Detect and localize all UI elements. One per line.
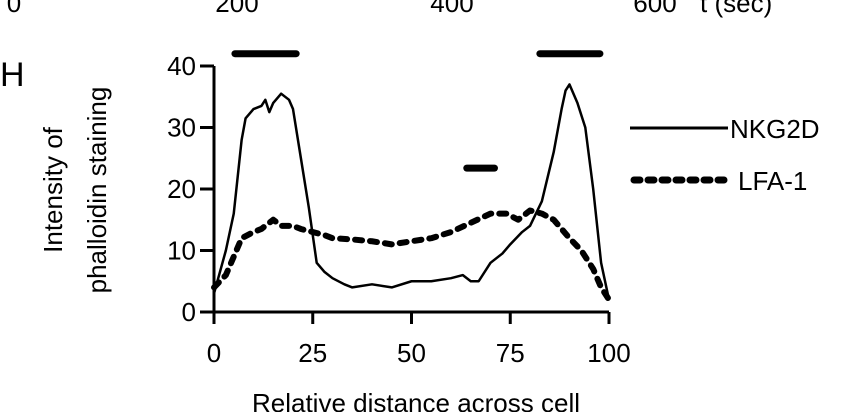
y-tick-label: 0	[182, 297, 196, 327]
top-tick-600: 600	[633, 0, 676, 18]
y-tick-label: 40	[167, 51, 196, 81]
x-tick-label: 100	[587, 338, 630, 368]
top-tick-0: 0	[7, 0, 21, 18]
plot-marks	[211, 50, 612, 303]
y-label-line-1: Intensity of	[38, 126, 68, 253]
legend: NKG2D LFA-1	[630, 114, 820, 196]
axes: 0 10 20 30 40 0 25 50 75 100	[167, 51, 631, 368]
y-tick-label: 20	[167, 174, 196, 204]
top-axis-label: t (sec)	[700, 0, 772, 18]
x-tick-label: 75	[496, 338, 525, 368]
legend-label-lfa1: LFA-1	[738, 166, 807, 196]
top-partial-axis: 0 200 400 600 t (sec)	[7, 0, 772, 18]
legend-label-nkg2d: NKG2D	[730, 114, 820, 144]
series-line-lfa1	[211, 207, 612, 303]
x-tick-label: 0	[207, 338, 221, 368]
y-tick-label: 30	[167, 113, 196, 143]
panel-label: H	[0, 56, 25, 94]
top-tick-400: 400	[430, 0, 473, 18]
y-tick-label: 10	[167, 236, 196, 266]
series-line-nkg2d	[212, 83, 611, 300]
x-tick-label: 50	[397, 338, 426, 368]
top-tick-200: 200	[215, 0, 258, 18]
x-tick-label: 25	[298, 338, 327, 368]
y-axis-label: Intensity of phalloidin staining	[38, 87, 112, 294]
x-axis-label: Relative distance across cell	[252, 388, 580, 412]
y-label-line-2: phalloidin staining	[82, 87, 112, 294]
